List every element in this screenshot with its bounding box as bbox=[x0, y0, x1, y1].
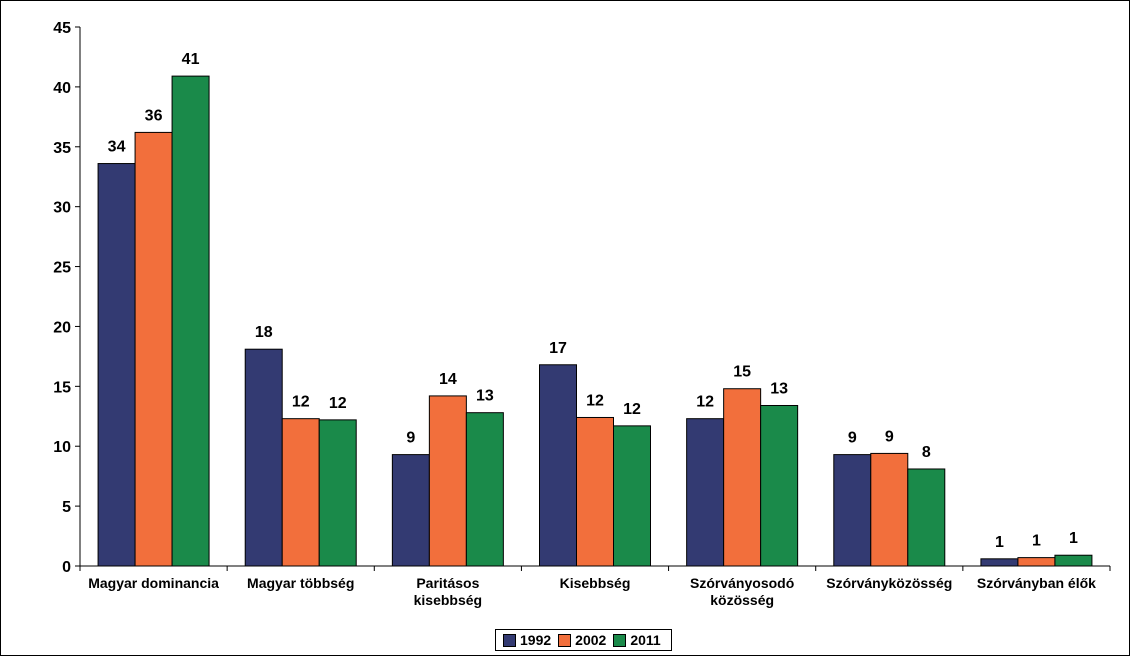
data-label-2011: 12 bbox=[329, 395, 347, 412]
x-tick-label: Magyar többség bbox=[247, 575, 354, 591]
data-label-2002: 1 bbox=[1032, 533, 1041, 550]
data-label-1992: 1 bbox=[995, 534, 1004, 551]
data-label-2011: 41 bbox=[182, 51, 200, 68]
legend-item-2002: 2002 bbox=[558, 632, 609, 648]
data-label-2002: 12 bbox=[586, 392, 604, 409]
legend-swatch-2011 bbox=[613, 633, 627, 647]
bar-1992 bbox=[391, 454, 430, 567]
bar-2002 bbox=[428, 395, 467, 567]
y-tick-label: 0 bbox=[62, 559, 71, 576]
legend-label-2011: 2011 bbox=[630, 632, 661, 648]
y-tick-label: 15 bbox=[53, 379, 71, 396]
x-tick-label: Szórványközösség bbox=[826, 575, 952, 591]
bar-2011 bbox=[760, 404, 799, 567]
data-label-2002: 12 bbox=[292, 394, 310, 411]
x-tick-label: Magyar dominancia bbox=[88, 575, 219, 591]
y-axis: 0 5 10 15 20 25 30 35 40 45 bbox=[53, 20, 81, 576]
bar-1992 bbox=[686, 418, 725, 567]
bars bbox=[97, 75, 1093, 567]
data-label-2002: 36 bbox=[145, 107, 163, 124]
data-label-1992: 17 bbox=[549, 340, 567, 357]
x-tick-label: Paritásos kisebbség bbox=[414, 575, 482, 608]
bar-2011 bbox=[907, 468, 946, 567]
data-label-1992: 12 bbox=[696, 394, 714, 411]
data-label-2011: 13 bbox=[476, 388, 494, 405]
data-label-2011: 1 bbox=[1069, 530, 1078, 547]
bar-1992 bbox=[980, 558, 1019, 567]
legend-item-1992: 1992 bbox=[503, 632, 554, 648]
legend-swatch-1992 bbox=[503, 633, 516, 647]
x-tick-label: Kisebbség bbox=[560, 575, 631, 591]
bar-2002 bbox=[723, 388, 762, 567]
x-tick-label: Szórványban élők bbox=[977, 575, 1096, 591]
legend: 1992 2002 2011 bbox=[495, 629, 672, 651]
bar-1992 bbox=[244, 348, 283, 567]
data-label-1992: 9 bbox=[406, 430, 415, 447]
legend-label-2002: 2002 bbox=[575, 632, 607, 648]
data-label-1992: 34 bbox=[108, 139, 126, 156]
bar-1992 bbox=[97, 163, 136, 567]
bar-2002 bbox=[281, 418, 320, 567]
data-label-2002: 9 bbox=[885, 428, 894, 445]
y-tick-label: 30 bbox=[53, 200, 71, 217]
bar-2002 bbox=[1017, 557, 1056, 567]
x-tick-label: Szórványosodó közösség bbox=[690, 575, 794, 608]
data-label-2011: 13 bbox=[770, 380, 788, 397]
data-label-1992: 18 bbox=[255, 324, 273, 341]
data-label-2002: 14 bbox=[439, 371, 457, 388]
y-tick-label: 10 bbox=[53, 439, 71, 456]
y-tick-label: 20 bbox=[53, 319, 71, 336]
legend-swatch-2002 bbox=[558, 633, 572, 647]
bar-2002 bbox=[870, 452, 909, 567]
bar-2002 bbox=[576, 416, 614, 567]
data-label-2011: 12 bbox=[623, 401, 641, 418]
y-tick-label: 25 bbox=[53, 260, 71, 277]
bar-2011 bbox=[1054, 554, 1093, 567]
data-label-2011: 8 bbox=[922, 444, 931, 461]
bar-1992 bbox=[539, 364, 577, 567]
y-tick-label: 35 bbox=[53, 140, 71, 157]
y-tick-label: 45 bbox=[53, 20, 71, 37]
bar-2002 bbox=[134, 131, 173, 567]
bar-1992 bbox=[833, 454, 872, 567]
bar-2011 bbox=[613, 425, 651, 567]
y-tick-label: 5 bbox=[62, 499, 71, 516]
y-tick-label: 40 bbox=[53, 80, 71, 97]
legend-item-2011: 2011 bbox=[613, 632, 663, 648]
data-label-1992: 9 bbox=[848, 430, 857, 447]
data-label-2002: 15 bbox=[733, 364, 751, 381]
data-labels: 34 36 41 18 12 12 9 14 13 17 12 12 12 15 13 9 9 8 1 1 1 bbox=[108, 51, 1078, 551]
bar-2011 bbox=[318, 419, 357, 567]
bar-2011 bbox=[171, 75, 210, 567]
bar-2011 bbox=[465, 412, 504, 567]
x-axis: Magyar dominancia Magyar többség Paritásos… bbox=[79, 565, 1111, 608]
legend-label-1992: 1992 bbox=[520, 632, 552, 648]
